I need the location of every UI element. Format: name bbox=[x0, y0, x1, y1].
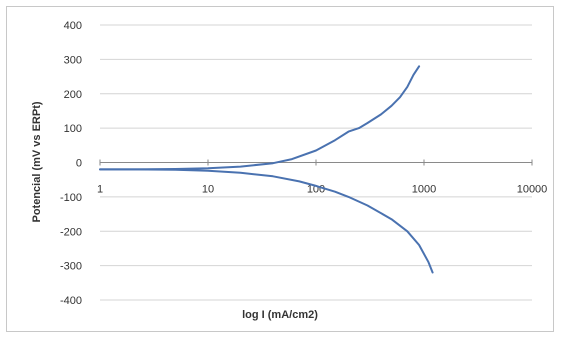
y-tick-label: 100 bbox=[64, 123, 82, 135]
y-tick-label: -100 bbox=[60, 192, 82, 204]
x-tick-labels: 1 10 100 1000 10000 bbox=[97, 184, 547, 196]
x-axis-title: log I (mA/cm2) bbox=[242, 309, 318, 321]
grid-lines bbox=[99, 24, 533, 301]
chart-frame bbox=[6, 6, 554, 332]
anodic-branch-line bbox=[99, 65, 421, 171]
y-tick-label: 200 bbox=[64, 89, 82, 101]
y-tick-label: 0 bbox=[76, 158, 82, 170]
x-tick-label: 1 bbox=[97, 184, 103, 196]
x-tick-label: 10 bbox=[202, 184, 214, 196]
x-tick-label: 10000 bbox=[517, 184, 548, 196]
y-tick-label: 400 bbox=[64, 20, 82, 32]
series-lines bbox=[99, 65, 434, 274]
y-tick-label: -400 bbox=[60, 295, 82, 307]
y-axis-title: Potencial (mV vs ERPt) bbox=[31, 101, 43, 222]
y-tick-label: 300 bbox=[64, 54, 82, 66]
y-tick-labels: 400 300 200 100 0 -100 -200 -300 -400 bbox=[60, 20, 82, 307]
y-tick-label: -300 bbox=[60, 261, 82, 273]
cathodic-branch-line bbox=[99, 168, 434, 274]
x-tick-label: 1000 bbox=[412, 184, 436, 196]
y-tick-label: -200 bbox=[60, 226, 82, 238]
